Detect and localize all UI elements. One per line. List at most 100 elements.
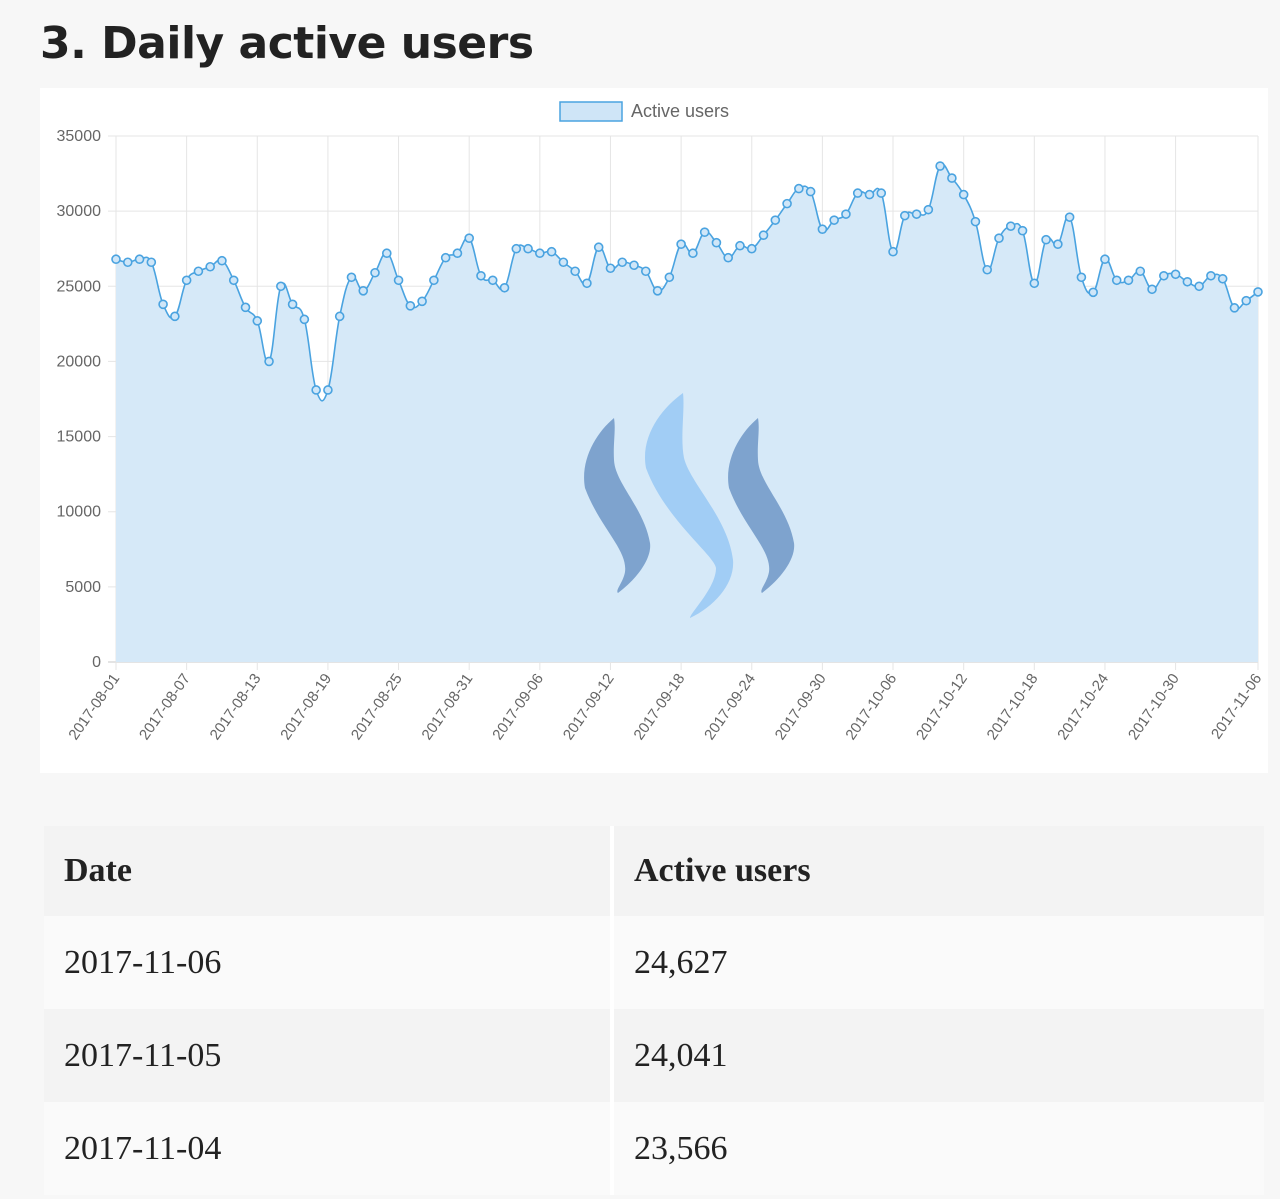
data-point <box>217 255 227 266</box>
data-point <box>546 246 557 257</box>
active-users-column-header: Active users <box>612 826 1264 916</box>
data-point <box>1076 272 1087 283</box>
data-point <box>688 248 698 259</box>
data-point <box>876 188 887 198</box>
steem-logo-watermark <box>728 418 795 593</box>
data-point <box>699 227 710 237</box>
steem-logo-watermark <box>584 418 651 593</box>
x-tick-label: 2017-10-24 <box>1054 671 1112 744</box>
y-tick-label: 20000 <box>57 353 102 370</box>
data-point <box>911 209 922 219</box>
data-point <box>947 173 957 183</box>
data-point <box>900 210 910 221</box>
data-point <box>935 161 945 171</box>
data-point <box>770 215 781 225</box>
data-point <box>1005 221 1016 231</box>
data-point <box>252 316 263 326</box>
active-users-table: Date Active users 2017-11-06 24,627 2017… <box>44 826 1264 1195</box>
x-tick-label: 2017-10-06 <box>842 671 900 744</box>
x-tick-label: 2017-09-18 <box>630 671 688 744</box>
data-point <box>723 252 734 263</box>
data-point <box>228 275 239 286</box>
data-point <box>664 272 675 283</box>
data-point <box>476 270 486 281</box>
chart-canvas: 0 5000 10000 15000 20000 25000 30000 35000 2017-… <box>57 101 1266 744</box>
data-point <box>323 385 333 395</box>
y-tick-label: 25000 <box>57 278 102 295</box>
data-point <box>652 285 663 296</box>
data-point <box>1170 269 1181 280</box>
data-point <box>393 275 404 286</box>
data-point <box>1147 284 1157 295</box>
data-point <box>487 275 498 286</box>
table-row: 2017-11-05 24,041 <box>44 1009 1264 1102</box>
table-row: 2017-11-06 24,627 <box>44 916 1264 1009</box>
data-point <box>805 186 816 197</box>
data-point <box>994 233 1004 243</box>
table-header-row: Date Active users <box>44 826 1264 916</box>
date-column-header: Date <box>44 826 614 916</box>
data-point <box>334 311 345 322</box>
x-tick-label: 2017-10-30 <box>1125 671 1183 744</box>
data-point <box>146 257 157 268</box>
data-point <box>311 385 321 395</box>
data-point <box>864 189 875 200</box>
steem-logo-watermark <box>644 393 734 618</box>
legend-swatch <box>559 101 623 122</box>
data-point <box>735 240 745 251</box>
data-point <box>711 237 722 248</box>
date-cell: 2017-11-06 <box>44 916 614 1009</box>
y-tick-label: 0 <box>92 654 101 671</box>
date-cell: 2017-11-05 <box>44 1009 614 1102</box>
data-point <box>676 239 686 250</box>
data-point <box>134 254 145 265</box>
x-tick-label: 2017-08-01 <box>65 671 123 744</box>
y-tick-label: 10000 <box>57 504 102 521</box>
data-point <box>1229 303 1240 313</box>
data-point <box>452 248 463 259</box>
data-point <box>1253 287 1263 297</box>
x-tick-label: 2017-09-30 <box>772 671 830 744</box>
data-point <box>970 216 981 227</box>
data-point <box>605 263 616 274</box>
data-point <box>794 183 804 194</box>
data-point <box>629 260 639 271</box>
x-tick-label: 2017-09-12 <box>560 671 618 744</box>
data-point <box>429 275 439 286</box>
data-point <box>570 266 580 277</box>
data-point <box>1111 275 1122 286</box>
data-point <box>381 248 392 259</box>
data-point <box>582 278 592 289</box>
x-tick-label: 2017-09-06 <box>489 671 547 744</box>
data-point <box>1053 239 1063 250</box>
legend-label: Active users <box>631 101 729 121</box>
data-point <box>841 209 851 219</box>
data-point <box>1182 276 1193 287</box>
data-point <box>923 204 934 215</box>
data-point <box>1241 295 1252 306</box>
data-point <box>264 356 274 367</box>
data-point <box>1088 287 1098 298</box>
x-tick-label: 2017-08-19 <box>277 671 335 744</box>
x-tick-label: 2017-08-31 <box>419 671 477 744</box>
data-point <box>1135 266 1146 277</box>
data-point <box>1041 234 1051 245</box>
x-tick-label: 2017-10-18 <box>984 671 1042 744</box>
data-point <box>1159 270 1169 281</box>
data-point <box>287 299 298 310</box>
table-row: 2017-11-04 23,566 <box>44 1102 1264 1195</box>
data-point <box>205 261 215 272</box>
y-tick-label: 35000 <box>57 128 102 145</box>
data-point <box>193 266 204 277</box>
data-point <box>299 314 310 325</box>
x-tick-label: 2017-08-25 <box>348 671 406 744</box>
data-point <box>170 311 180 322</box>
data-point <box>817 224 828 234</box>
series-area <box>116 164 1258 662</box>
data-point <box>1206 270 1216 281</box>
data-point <box>1217 273 1228 284</box>
data-point <box>535 248 545 259</box>
data-point <box>240 302 251 313</box>
active-users-cell: 24,041 <box>612 1009 1264 1102</box>
data-point <box>1123 275 1134 286</box>
